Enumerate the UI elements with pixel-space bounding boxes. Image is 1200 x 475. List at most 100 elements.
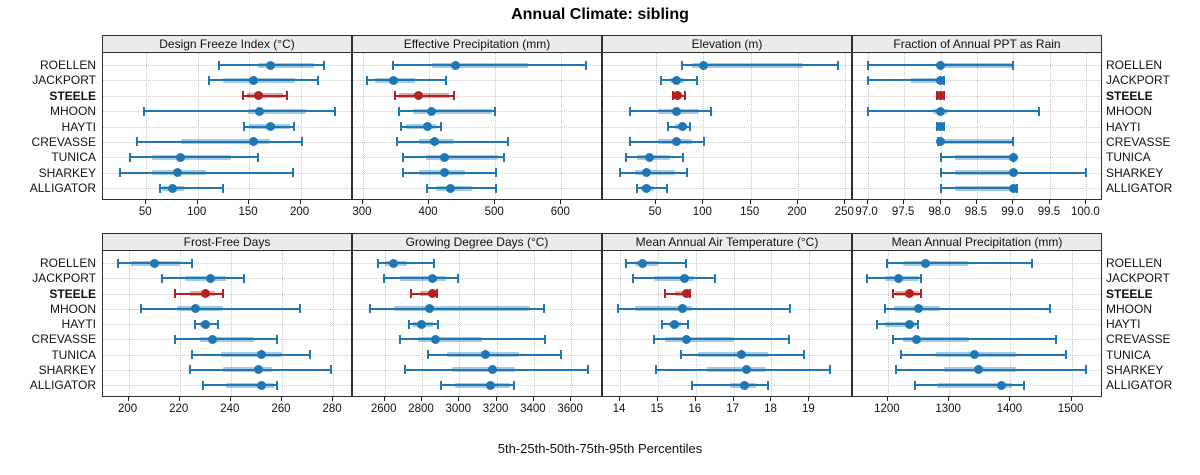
site-label-right: MHOON — [1106, 301, 1152, 316]
median-dot — [486, 380, 496, 390]
whisker-cap-high — [329, 365, 332, 375]
whisker-cap-low — [395, 137, 398, 147]
whisker-cap-low — [875, 319, 878, 329]
gridline-horizontal — [853, 324, 1101, 325]
site-label-left: HAYTI — [61, 317, 96, 331]
median-dot — [481, 350, 491, 359]
site-label-left: STEELE — [49, 286, 96, 301]
median-dot — [911, 334, 921, 344]
x-tick — [866, 200, 868, 204]
median-dot — [254, 365, 264, 375]
whisker-cap-low — [939, 168, 942, 178]
median-dot — [257, 350, 266, 359]
gridline-horizontal — [603, 157, 851, 159]
whisker-cap-low — [866, 60, 869, 70]
whisker-line — [896, 368, 1087, 371]
site-label-right: ROELLEN — [1106, 58, 1163, 72]
median-dot — [921, 258, 931, 268]
gridline-horizontal — [853, 80, 1101, 82]
x-tick — [458, 397, 460, 401]
whisker-cap-high — [919, 289, 922, 298]
median-dot — [248, 75, 258, 85]
whisker-line — [940, 156, 1014, 159]
whisker-cap-low — [624, 258, 627, 268]
whisker-cap-high — [507, 137, 510, 147]
iqr-band — [181, 139, 270, 145]
whisker-cap-high — [1085, 168, 1088, 178]
whisker-cap-high — [1038, 106, 1040, 116]
x-tick-label: 14 — [612, 403, 626, 415]
whisker-cap-high — [433, 258, 436, 268]
iqr-band — [394, 306, 531, 312]
whisker-cap-high — [684, 91, 687, 101]
x-tick — [1048, 200, 1050, 204]
whisker-cap-high — [1055, 334, 1058, 344]
whisker-cap-high — [275, 334, 278, 344]
panel-elevation — [602, 52, 852, 200]
iqr-band — [911, 77, 941, 83]
iqr-band — [654, 275, 694, 281]
whisker-line — [392, 64, 587, 66]
site-label-left: JACKPORT — [32, 271, 96, 286]
iqr-band — [885, 321, 917, 327]
whisker-line — [202, 384, 277, 386]
median-dot — [893, 273, 903, 283]
whisker-line — [940, 187, 1018, 189]
whisker-line — [208, 79, 319, 82]
gridline-vertical — [128, 251, 130, 396]
x-axis-growing-degree-days: 2600 2800 3000 3200 3400 3600 — [352, 397, 602, 423]
whisker-cap-low — [218, 60, 221, 70]
whisker-line — [394, 94, 454, 97]
whisker-cap-low — [679, 350, 682, 359]
gridline-vertical — [845, 53, 847, 199]
gridline-vertical — [867, 53, 869, 199]
whisker-cap-low — [866, 273, 869, 283]
gridline-horizontal — [603, 263, 851, 264]
x-tick — [494, 200, 496, 204]
whisker-cap-low — [672, 91, 675, 101]
site-label-left: SHARKEY — [38, 165, 96, 180]
gridline-horizontal — [603, 188, 851, 189]
whisker-cap-low — [886, 258, 889, 268]
median-dot — [439, 168, 449, 178]
whisker-cap-high — [585, 60, 588, 70]
gridline-vertical — [1010, 251, 1012, 396]
whisker-cap-high — [709, 106, 712, 116]
whisker-cap-high — [559, 350, 562, 359]
whisker-cap-high — [286, 91, 289, 101]
whisker-cap-low — [900, 350, 903, 359]
x-tick — [808, 397, 810, 401]
x-tick — [532, 397, 534, 401]
median-dot — [698, 60, 708, 70]
whisker-line — [141, 307, 300, 310]
site-label-left: ROELLEN — [39, 256, 96, 270]
gridline-vertical — [561, 53, 563, 199]
whisker-cap-low — [391, 60, 394, 70]
whisker-cap-high — [257, 152, 260, 162]
whisker-cap-low — [376, 258, 379, 268]
median-dot — [422, 122, 432, 131]
whisker-cap-low — [636, 183, 639, 193]
x-axis-fraction-ppt-rain: 97.0 97.5 98.0 98.5 99.0 99.5 100.0 — [852, 200, 1102, 226]
whisker-line — [370, 307, 544, 310]
median-dot — [487, 365, 497, 375]
whisker-cap-high — [293, 122, 296, 131]
whisker-cap-high — [436, 319, 439, 329]
site-label-left: CREVASSE — [31, 134, 96, 149]
panel-header-effective-precipitation: Effective Precipitation (mm) — [352, 35, 602, 53]
x-tick — [332, 397, 334, 401]
site-label-left: STEELE — [49, 88, 96, 103]
whisker-line — [637, 187, 668, 189]
whisker-cap-high — [191, 258, 194, 268]
gridline-horizontal — [603, 141, 851, 143]
iqr-band — [200, 336, 254, 342]
whisker-cap-low — [397, 106, 400, 116]
gridline-horizontal — [353, 80, 601, 82]
whisker-line — [876, 323, 918, 325]
x-tick — [886, 397, 888, 401]
whisker-cap-high — [685, 258, 688, 268]
x-tick-label: 18 — [764, 403, 777, 415]
x-tick-label: 1400 — [996, 403, 1023, 415]
whisker-cap-low — [891, 289, 894, 298]
x-tick — [844, 200, 846, 204]
